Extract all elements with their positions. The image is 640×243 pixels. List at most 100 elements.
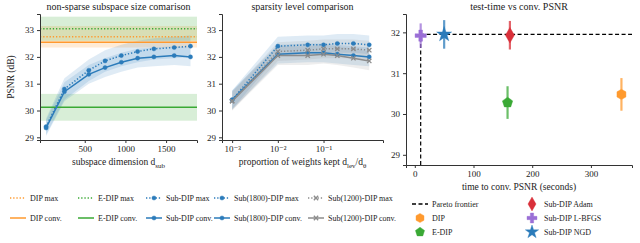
tick: 32 (25, 52, 40, 62)
tick-label: 1000 (117, 144, 136, 154)
tick-label: 10⁻¹ (316, 144, 333, 154)
tick-label: 33 (207, 25, 217, 35)
tick-mark (219, 84, 222, 85)
marker (335, 41, 339, 45)
marker (351, 47, 355, 51)
marker (321, 52, 325, 56)
legend-marker (528, 197, 536, 211)
subscript: θ (363, 162, 367, 170)
tick: 30 (25, 106, 40, 116)
legend-item: E-DIP conv. (78, 214, 137, 223)
y-axis-title: PSNR (dB) (6, 55, 17, 99)
marker (335, 47, 339, 51)
tick-label: 29 (25, 133, 35, 143)
tick-label: 30 (391, 109, 401, 119)
legend: Sub(1800)-DIP max Sub(1800)-DIP conv. Sub(… (214, 194, 396, 223)
legend: Pareto frontier DIP E-DIP Sub-DIP Adam Sub-D… (412, 197, 601, 238)
legend-label: Sub(1800)-DIP max (234, 194, 299, 203)
tick: 31 (207, 79, 222, 89)
std-band (232, 39, 369, 110)
marker (87, 72, 91, 76)
legend-item: Sub-DIP conv. (146, 214, 213, 223)
tick-mark (37, 30, 40, 31)
marker (617, 89, 626, 99)
marker (335, 53, 339, 57)
tick: 29 (207, 133, 222, 143)
legend-item: Pareto frontier (412, 200, 479, 209)
chart-title: test-time vs conv. PSNR (470, 1, 568, 12)
tick: 30 (391, 109, 406, 119)
legend-label: Sub(1200)-DIP max (328, 194, 393, 203)
tick: 29 (391, 150, 406, 160)
tick-label: 0 (413, 169, 418, 179)
tick-label: 29 (207, 133, 217, 143)
x-axis: 10⁻³ 10⁻² 10⁻¹ (223, 140, 384, 154)
tick: 33 (25, 25, 40, 35)
series-line (421, 34, 632, 165)
legend-label: Sub(1800)-DIP conv. (234, 214, 302, 223)
tick-mark (403, 32, 406, 33)
lines (232, 43, 369, 101)
tick-label: 300 (585, 169, 599, 179)
marker (119, 53, 123, 57)
marker (44, 126, 48, 130)
markers (415, 27, 626, 107)
tick-label: 30 (25, 106, 35, 116)
tick-label: 10⁻³ (224, 144, 241, 154)
marker (367, 55, 371, 59)
marker (415, 30, 426, 41)
axis-line (223, 141, 384, 144)
legend-item: Sub(1200)-DIP conv. (308, 214, 396, 223)
legend-line (412, 203, 428, 205)
tick-mark (532, 165, 533, 168)
tick-mark (403, 73, 406, 74)
series-line (46, 46, 190, 126)
tick-mark (85, 140, 86, 143)
marker (103, 66, 107, 70)
tick-mark (219, 30, 222, 31)
x-axis: 0 100 200 300 (407, 165, 633, 179)
series-line (46, 56, 190, 128)
tick-label: 10⁻² (270, 144, 287, 154)
legend-label: Sub-DIP conv. (166, 214, 213, 223)
legend-marker (220, 196, 224, 200)
marker (230, 99, 234, 103)
tick: 30 (207, 106, 222, 116)
marker (62, 90, 66, 94)
legend-label: DIP max (30, 194, 58, 203)
marker (367, 48, 371, 52)
reference-line (40, 28, 197, 30)
marker (351, 56, 355, 60)
tick: 200 (526, 165, 540, 179)
legend-item: Sub(1800)-DIP conv. (214, 214, 302, 223)
legend-label: Sub-DIP Adam (544, 200, 594, 209)
legend-label: E-DIP (432, 228, 453, 237)
tick-mark (166, 140, 167, 143)
tick-mark (37, 57, 40, 58)
marker (306, 43, 310, 47)
marker (103, 59, 107, 63)
axis-line (407, 166, 633, 169)
marker (152, 47, 156, 51)
tick-label: 100 (467, 169, 481, 179)
axis-line (41, 141, 198, 144)
tick: 10⁻² (270, 140, 287, 154)
tick: 500 (78, 140, 92, 154)
series-line (232, 43, 369, 99)
panel: sparsity level comparison10⁻³10⁻²10⁻¹293… (207, 1, 396, 223)
legend-marker (416, 213, 424, 222)
x-axis-title: subspace dimension dsub (72, 157, 166, 170)
tick: 1500 (158, 140, 177, 154)
figure: non-sparse subspace size comarison500100… (0, 0, 640, 243)
legend-label: Sub-DIP L-BFGS (544, 214, 601, 223)
legend-item: DIP conv. (10, 214, 62, 223)
legend-marker (220, 216, 224, 220)
legend-label: DIP conv. (30, 214, 62, 223)
legend-item: DIP (416, 213, 445, 223)
tick-mark (219, 137, 222, 138)
legend-item: DIP max (10, 194, 58, 203)
tick-mark (591, 165, 592, 168)
tick: 10⁻³ (224, 140, 241, 154)
error-bars (421, 20, 622, 119)
legend-line (78, 197, 94, 199)
